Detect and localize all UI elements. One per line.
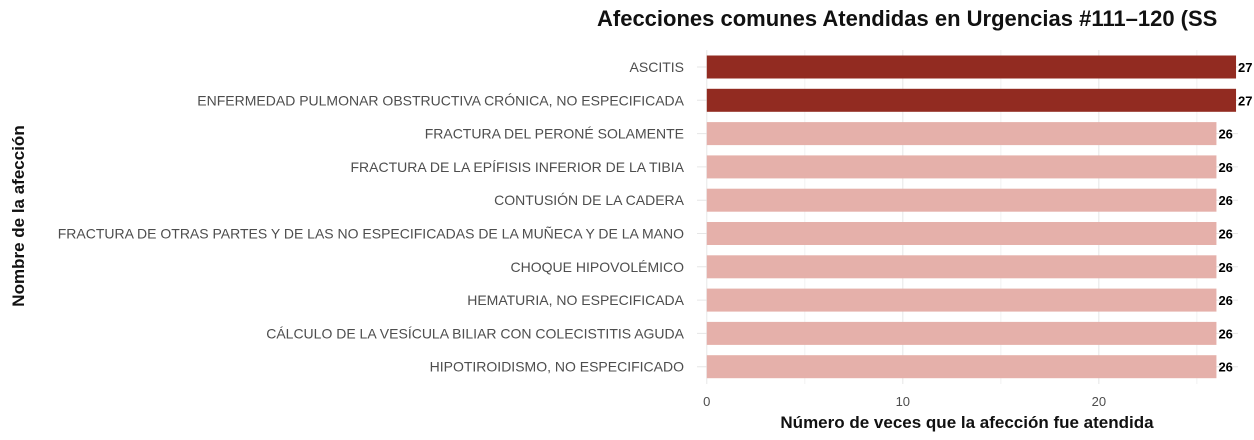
bar — [706, 122, 1217, 146]
category-label: HIPOTIROIDISMO, NO ESPECIFICADO — [430, 359, 684, 375]
bar — [706, 188, 1217, 212]
x-tick-label: 0 — [703, 394, 710, 409]
bar — [706, 321, 1217, 345]
category-label: CÁLCULO DE LA VESÍCULA BILIAR CON COLECI… — [266, 325, 684, 341]
category-label: FRACTURA DEL PERONÉ SOLAMENTE — [425, 126, 684, 142]
bar — [706, 222, 1217, 245]
data-label: 26 — [1218, 360, 1232, 375]
data-label: 27 — [1238, 93, 1252, 108]
bar — [706, 88, 1237, 112]
category-label: ENFERMEDAD PULMONAR OBSTRUCTIVA CRÓNICA,… — [197, 92, 684, 108]
x-tick-label: 20 — [1092, 394, 1106, 409]
data-label: 26 — [1218, 227, 1232, 242]
data-label: 26 — [1218, 127, 1232, 142]
bar — [706, 288, 1217, 312]
bar — [706, 55, 1237, 79]
data-label: 26 — [1218, 260, 1232, 275]
category-label: ASCITIS — [630, 59, 684, 75]
bar — [706, 255, 1217, 279]
data-label: 27 — [1238, 60, 1252, 75]
data-label: 26 — [1218, 193, 1232, 208]
y-axis-title: Nombre de la afección — [9, 125, 28, 306]
bar — [706, 355, 1217, 379]
data-label: 26 — [1218, 326, 1232, 341]
bar-layer — [706, 55, 1237, 379]
category-label: FRACTURA DE OTRAS PARTES Y DE LAS NO ESP… — [58, 226, 684, 242]
data-label: 26 — [1218, 160, 1232, 175]
tick-layer: 0 10 20 — [703, 394, 1106, 409]
chart-title: Afecciones comunes Atendidas en Urgencia… — [597, 6, 1217, 31]
x-axis-title: Número de veces que la afección fue aten… — [780, 413, 1154, 432]
category-label: CHOQUE HIPOVOLÉMICO — [511, 259, 685, 275]
category-label: CONTUSIÓN DE LA CADERA — [494, 192, 684, 208]
category-label: FRACTURA DE LA EPÍFISIS INFERIOR DE LA T… — [351, 159, 685, 175]
data-label: 26 — [1218, 293, 1232, 308]
x-tick-label: 10 — [896, 394, 910, 409]
bar — [706, 155, 1217, 179]
label-layer: ASCITIS 27 ENFERMEDAD PULMONAR OBSTRUCTIVA… — [58, 59, 1253, 375]
category-label: HEMATURIA, NO ESPECIFICADA — [467, 292, 684, 308]
